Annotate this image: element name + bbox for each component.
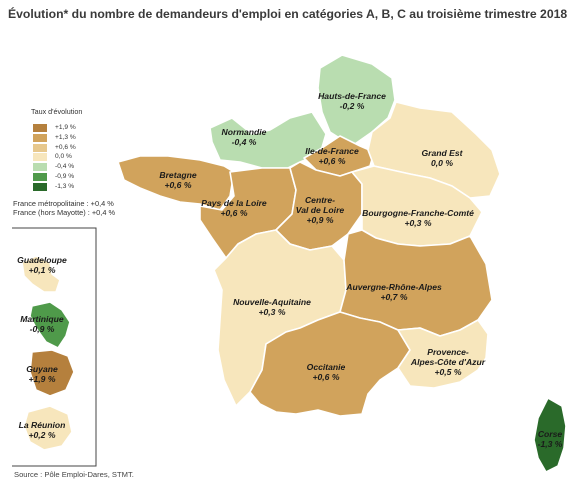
region-name: Pays de la Loire <box>201 198 267 208</box>
legend-label: -0,9 % <box>55 173 75 180</box>
legend-label: +1,3 % <box>55 133 76 141</box>
legend-swatch <box>33 133 47 142</box>
region-name: Bretagne <box>159 170 196 180</box>
region-name: Centre- <box>305 195 335 205</box>
region-name: Auvergne-Rhône-Alpes <box>345 282 442 292</box>
region-value: -0,2 % <box>340 101 365 111</box>
overseas-martinique <box>29 301 71 349</box>
region-value: +0,6 % <box>165 180 192 190</box>
region-occitanie <box>249 311 411 417</box>
region-value: +0,3 % <box>405 218 432 228</box>
legend-swatch <box>33 182 47 191</box>
overseas-la-reunion <box>23 405 73 451</box>
legend-label: +1,9 % <box>55 124 76 131</box>
region-value: 0,0 % <box>431 158 453 168</box>
region-label-martinique: Martinique -0,9 % <box>20 314 64 334</box>
region-label-guyane: Guyane +1,9 % <box>26 364 58 384</box>
region-value: +0,5 % <box>435 367 462 377</box>
region-name: Hauts-de-France <box>318 91 386 101</box>
region-corse <box>533 397 567 473</box>
legend-swatch <box>33 173 47 181</box>
legend-swatch <box>33 143 47 152</box>
region-label-ile-de-france: Ile-de-France +0,6 % <box>305 146 359 166</box>
region-value: -0,9 % <box>30 324 55 334</box>
region-label-nouvelle-aquitaine: Nouvelle-Aquitaine +0,3 % <box>233 297 311 317</box>
region-value: +0,9 % <box>307 215 334 225</box>
legend-swatch <box>33 124 47 132</box>
region-name: Occitanie <box>307 362 346 372</box>
region-name: Ile-de-France <box>305 146 359 156</box>
region-name: Alpes-Côte d'Azur <box>410 357 486 367</box>
france-metropolitaine-line: France métropolitaine : +0,4 % <box>13 199 114 208</box>
region-label-hauts-de-france: Hauts-de-France -0,2 % <box>318 91 386 111</box>
region-name: Bourgogne-Franche-Comté <box>362 208 474 218</box>
region-labels: Hauts-de-France -0,2 %Normandie -0,4 %Ile-… <box>17 91 563 449</box>
region-name: Normandie <box>222 127 267 137</box>
region-name: Val de Loire <box>296 205 345 215</box>
overseas-inset-frame <box>12 227 97 467</box>
region-value: -1,3 % <box>538 439 563 449</box>
region-value: +0,1 % <box>29 265 56 275</box>
region-name: Guyane <box>26 364 58 374</box>
region-name: Guadeloupe <box>17 255 67 265</box>
region-name: Provence- <box>427 347 469 357</box>
region-label-pays-de-la-loire: Pays de la Loire +0,6 % <box>201 198 267 218</box>
region-value: +0,6 % <box>221 208 248 218</box>
region-value: -0,4 % <box>232 137 257 147</box>
region-value: +1,9 % <box>29 374 56 384</box>
region-name: Nouvelle-Aquitaine <box>233 297 311 307</box>
legend-swatch <box>33 153 47 162</box>
overseas-guadeloupe <box>21 255 61 293</box>
region-label-la-reunion: La Réunion +0,2 % <box>19 420 66 440</box>
region-value: +0,7 % <box>381 292 408 302</box>
region-value: +0,6 % <box>313 372 340 382</box>
region-label-guadeloupe: Guadeloupe +0,1 % <box>17 255 67 275</box>
region-value: +0,3 % <box>259 307 286 317</box>
region-label-auvergne-rhone-alpes: Auvergne-Rhône-Alpes +0,7 % <box>345 282 442 302</box>
region-label-centre-val-de-loire: Centre-Val de Loire +0,9 % <box>296 195 345 225</box>
legend-title: Taux d'évolution <box>31 107 83 116</box>
legend-swatch <box>33 163 47 172</box>
region-value: +0,2 % <box>29 430 56 440</box>
map-title: Évolution* du nombre de demandeurs d'emp… <box>8 7 568 21</box>
region-name: Corse <box>538 429 563 439</box>
france-hors-mayotte-line: France (hors Mayotte) : +0,4 % <box>13 208 116 217</box>
legend-label: -1,3 % <box>55 182 75 190</box>
region-label-occitanie: Occitanie +0,6 % <box>307 362 346 382</box>
region-bretagne <box>117 155 235 211</box>
region-label-corse: Corse -1,3 % <box>538 429 563 449</box>
region-name: Grand Est <box>421 148 463 158</box>
legend-label: -0,4 % <box>55 163 75 171</box>
region-label-bretagne: Bretagne +0,6 % <box>159 170 196 190</box>
legend-label: 0,0 % <box>55 153 72 161</box>
region-value: +0,6 % <box>319 156 346 166</box>
overseas-guyane <box>29 349 75 397</box>
region-label-provence-alpes-cote-d-azur: Provence-Alpes-Côte d'Azur +0,5 % <box>410 347 486 377</box>
source-note: Source : Pôle Emploi-Dares, STMT. <box>14 470 134 479</box>
region-name: La Réunion <box>19 420 66 430</box>
region-label-normandie: Normandie -0,4 % <box>222 127 267 147</box>
region-label-grand-est: Grand Est 0,0 % <box>421 148 463 168</box>
region-label-bourgogne-franche-comte: Bourgogne-Franche-Comté +0,3 % <box>362 208 474 228</box>
region-name: Martinique <box>20 314 64 324</box>
region-provence-alpes-cote-d-azur <box>397 319 489 389</box>
legend-label: +0,6 % <box>55 143 76 151</box>
